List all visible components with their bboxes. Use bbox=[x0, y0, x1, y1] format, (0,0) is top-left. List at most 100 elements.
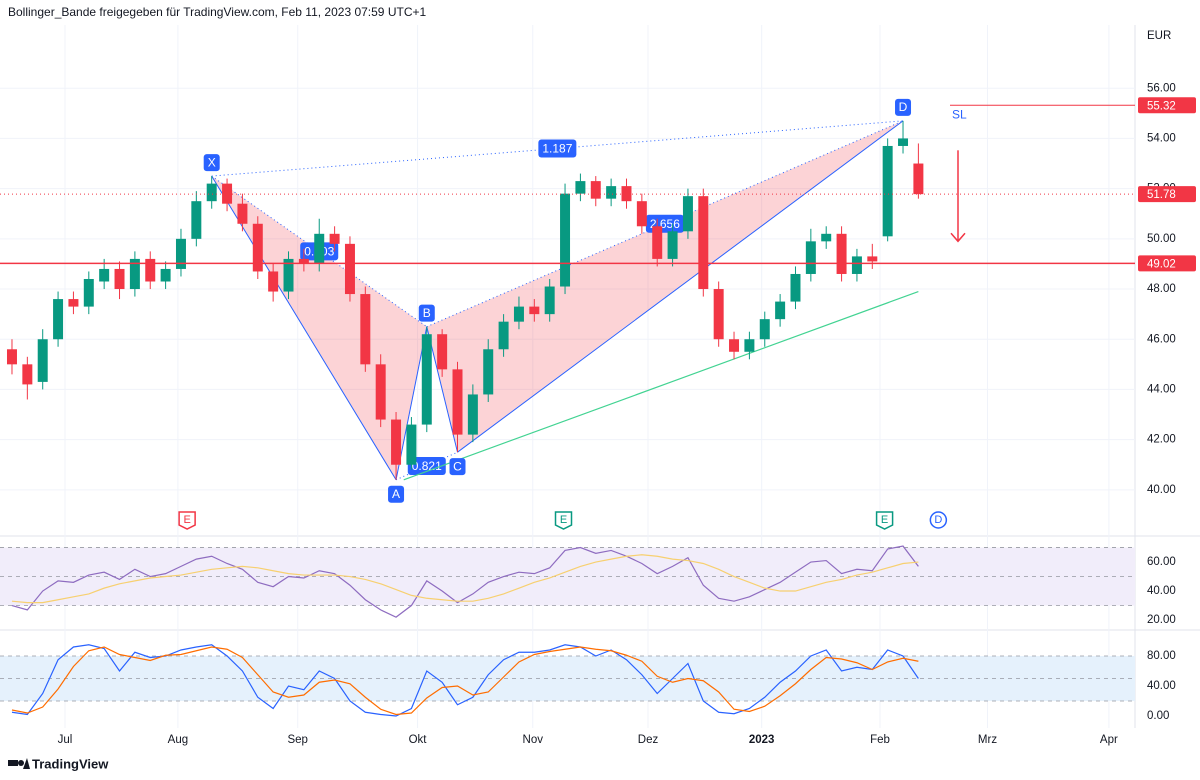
x-tick-label: Aug bbox=[168, 734, 188, 746]
x-tick-label: 2023 bbox=[749, 734, 775, 746]
candle-body bbox=[6, 349, 17, 365]
candle-body bbox=[114, 268, 125, 290]
candle-body bbox=[882, 145, 893, 237]
candle-body bbox=[206, 183, 217, 202]
candle-body bbox=[37, 339, 48, 382]
x-tick-label: Dez bbox=[638, 734, 659, 746]
y-tick-label: 0.00 bbox=[1147, 710, 1169, 722]
candle-body bbox=[667, 231, 678, 259]
logo bbox=[8, 758, 30, 769]
y-tick-label: 40.00 bbox=[1147, 484, 1176, 496]
price-label-box bbox=[1138, 186, 1196, 203]
candle-body bbox=[175, 238, 186, 269]
pattern-ratio-line bbox=[395, 451, 458, 481]
pattern-point bbox=[203, 154, 220, 172]
candle-body bbox=[344, 243, 355, 295]
event-label: E bbox=[881, 514, 888, 526]
candle-body bbox=[375, 364, 386, 420]
y-tick-label: 20.00 bbox=[1147, 614, 1176, 626]
pattern-leg bbox=[395, 326, 428, 480]
pattern-leg bbox=[457, 120, 904, 453]
candle-body bbox=[851, 256, 862, 274]
x-tick-label: Apr bbox=[1100, 734, 1118, 746]
candle-body bbox=[222, 183, 233, 204]
event-marker bbox=[554, 511, 573, 530]
candle-body bbox=[867, 256, 878, 262]
candle-body bbox=[590, 181, 601, 199]
currency: EUR bbox=[1147, 30, 1171, 42]
pattern-point-label: D bbox=[899, 100, 908, 114]
price-label-box bbox=[1138, 97, 1196, 114]
ratio-label: 1.187 bbox=[542, 142, 572, 156]
price-line-note: SL bbox=[952, 107, 967, 121]
candle-body bbox=[729, 339, 740, 352]
pattern-area bbox=[211, 176, 427, 480]
trend-line bbox=[403, 290, 919, 481]
candle-body bbox=[575, 181, 586, 194]
x-tick-label: Nov bbox=[523, 734, 544, 746]
ratio-box bbox=[538, 139, 577, 158]
candle-body bbox=[145, 258, 156, 282]
y-tick-label: 46.00 bbox=[1147, 333, 1176, 345]
y-tick-label: 42.00 bbox=[1147, 434, 1176, 446]
ratio-label: 0.821 bbox=[412, 459, 442, 473]
candle-body bbox=[498, 321, 509, 350]
x-tick-label: Sep bbox=[287, 734, 307, 746]
brand: TradingView bbox=[32, 756, 109, 771]
arrow-head bbox=[950, 232, 966, 243]
price-label: 51.78 bbox=[1147, 189, 1176, 201]
pattern-leg bbox=[426, 326, 458, 453]
y-tick-label: 60.00 bbox=[1147, 556, 1176, 568]
indicator-line bbox=[11, 646, 919, 716]
pattern-point-label: B bbox=[423, 306, 431, 320]
candle-body bbox=[483, 349, 494, 395]
candle-body bbox=[790, 273, 801, 302]
candle-body bbox=[467, 394, 478, 435]
candle-body bbox=[606, 186, 617, 199]
y-tick-label: 48.00 bbox=[1147, 283, 1176, 295]
y-tick-label: 50.00 bbox=[1147, 233, 1176, 245]
x-tick-label: Mrz bbox=[978, 734, 997, 746]
pattern-point bbox=[388, 485, 405, 503]
y-tick-label: 54.00 bbox=[1147, 132, 1176, 144]
candle-body bbox=[298, 258, 309, 264]
candle-body bbox=[636, 201, 647, 227]
candle-body bbox=[682, 196, 693, 232]
candle-body bbox=[360, 294, 371, 365]
x-tick-label: Feb bbox=[870, 734, 890, 746]
candle-body bbox=[237, 203, 248, 224]
x-tick-label: Okt bbox=[409, 734, 428, 746]
candle-body bbox=[452, 369, 463, 435]
candle-body bbox=[53, 299, 64, 340]
candle-body bbox=[99, 268, 110, 282]
candle-body bbox=[821, 233, 832, 242]
event-label: D bbox=[934, 514, 942, 526]
candle-body bbox=[652, 226, 663, 259]
candle-body bbox=[759, 319, 770, 340]
event-marker bbox=[875, 511, 894, 530]
candle-body bbox=[22, 364, 33, 385]
event-label: E bbox=[183, 514, 190, 526]
chart-title: Bollinger_Bande freigegeben für TradingV… bbox=[8, 5, 426, 19]
y-tick-label: 40.00 bbox=[1147, 680, 1176, 692]
candle-body bbox=[437, 334, 448, 370]
event-label: E bbox=[560, 514, 567, 526]
candle-body bbox=[544, 286, 555, 315]
ratio-box bbox=[407, 456, 446, 475]
pattern-point bbox=[449, 458, 466, 476]
candle-body bbox=[913, 163, 924, 195]
indicator-line bbox=[11, 554, 919, 604]
pattern-point bbox=[895, 98, 912, 116]
y-tick-label: 56.00 bbox=[1147, 82, 1176, 94]
pattern-point-label: X bbox=[208, 155, 216, 169]
candle-body bbox=[160, 268, 171, 282]
candle-body bbox=[314, 233, 325, 264]
price-label: 49.02 bbox=[1147, 258, 1176, 270]
candle-body bbox=[744, 339, 755, 352]
pattern-point bbox=[418, 304, 435, 322]
event-marker bbox=[178, 511, 196, 530]
candle-body bbox=[836, 233, 847, 274]
candle-body bbox=[898, 138, 909, 146]
candle-body bbox=[391, 419, 402, 465]
y-tick-label: 44.00 bbox=[1147, 383, 1176, 395]
